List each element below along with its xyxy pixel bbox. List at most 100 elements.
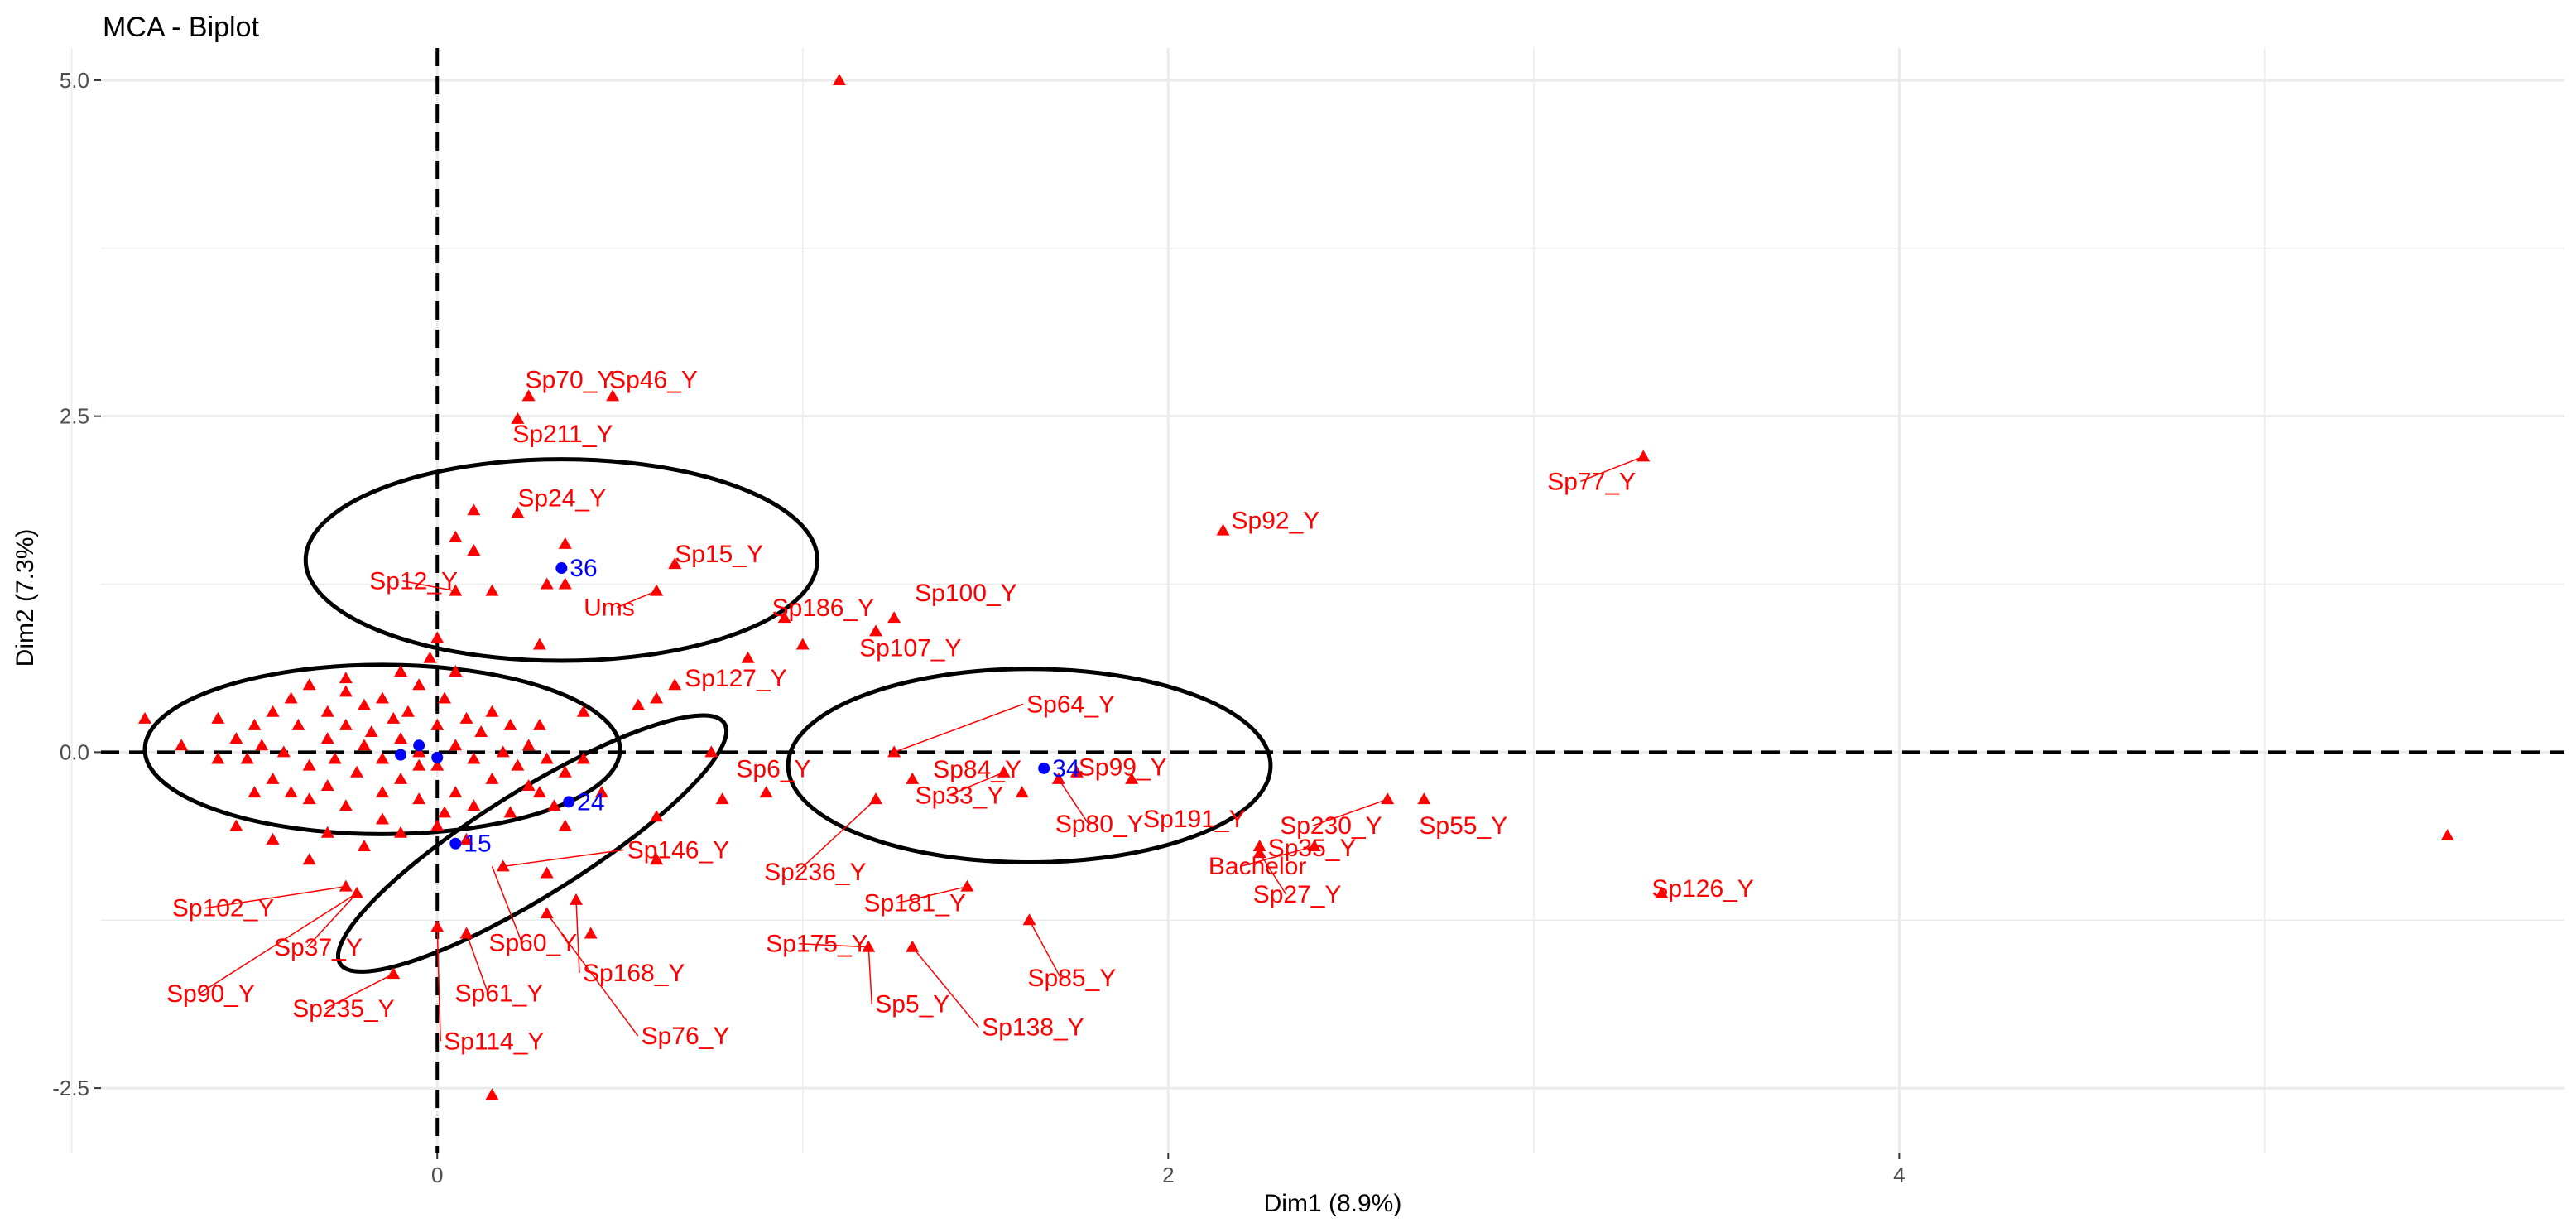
variable-point [887, 611, 901, 624]
variable-point [401, 705, 415, 717]
variable-point [248, 786, 262, 798]
variable-point [1069, 765, 1084, 778]
variable-label: Sp6_Y [736, 755, 810, 782]
variable-point [521, 389, 536, 402]
variable-label: Sp236_Y [764, 859, 866, 886]
variable-point [284, 786, 298, 798]
variable-point [229, 732, 243, 744]
concentration-ellipse [335, 713, 729, 974]
variable-point [485, 705, 499, 717]
label-leader-line [1580, 455, 1644, 483]
variable-label: Sp15_Y [675, 541, 763, 568]
variable-point [211, 752, 225, 764]
variable-point [1381, 792, 1395, 805]
variable-point [521, 739, 536, 751]
variable-point [474, 725, 488, 738]
variable-point [1125, 772, 1139, 784]
variable-point [906, 772, 920, 784]
individual-point [395, 749, 407, 761]
concentration-ellipse [303, 457, 819, 663]
variable-point [412, 792, 426, 805]
reference-lines [101, 48, 2564, 1153]
variable-point [759, 786, 773, 798]
label-leader-line [402, 580, 456, 592]
variable-label: Sp102_Y [172, 895, 274, 922]
variable-point [511, 758, 525, 771]
variable-point [430, 631, 445, 643]
variable-point [255, 739, 269, 751]
variable-point [375, 752, 389, 764]
label-leader-line [199, 893, 358, 994]
variable-point [412, 745, 426, 758]
x-tick-label: 0 [431, 1163, 443, 1187]
variable-point [375, 786, 389, 798]
individual-point [413, 739, 425, 752]
variable-point [547, 799, 561, 811]
variable-point [632, 698, 646, 710]
variable-point [576, 705, 590, 717]
variable-point [394, 665, 408, 677]
individual-label: 36 [570, 555, 597, 582]
variable-point [558, 577, 572, 590]
variable-point [558, 819, 572, 831]
variable-point [521, 778, 536, 791]
variable-point [997, 765, 1011, 778]
variable-point [438, 806, 452, 818]
variable-label: Sp85_Y [1028, 965, 1117, 992]
variable-point [467, 503, 481, 516]
variable-label: Sp127_Y [685, 665, 786, 692]
variable-label: Sp235_Y [292, 995, 394, 1023]
variable-point [137, 711, 151, 724]
individual-label: 34 [1052, 755, 1079, 782]
variable-point [558, 537, 572, 549]
variable-point [1051, 772, 1065, 784]
variable-point [668, 678, 682, 691]
variable-point [394, 732, 408, 744]
variable-point [532, 718, 546, 730]
variable-point [1417, 792, 1431, 805]
individual-label: 15 [464, 831, 491, 858]
variable-label: Sp186_Y [772, 595, 874, 622]
variable-label: Sp84_Y [933, 756, 1021, 783]
variable-label: Sp27_Y [1253, 881, 1342, 908]
variable-point [211, 711, 225, 724]
variable-point [540, 907, 554, 919]
variable-point [540, 866, 554, 879]
variable-point [449, 786, 463, 798]
variable-point [449, 665, 463, 677]
variable-point [650, 584, 664, 596]
variable-point [357, 839, 371, 851]
variable-point [960, 879, 974, 892]
variable-point [832, 73, 846, 85]
variable-label: Sp175_Y [766, 931, 867, 958]
variable-point [339, 672, 353, 684]
variable-point [704, 745, 718, 758]
variable-point [540, 752, 554, 764]
variable-point [496, 859, 510, 872]
label-leader-line [324, 973, 394, 1009]
label-leader-line [1259, 852, 1287, 895]
label-leader-line [491, 866, 523, 943]
variable-point [1216, 523, 1230, 536]
variable-label: Sp146_Y [627, 836, 729, 864]
variable-point [387, 711, 401, 724]
variable-label: Sp46_Y [609, 366, 698, 393]
label-leader-line [575, 899, 580, 973]
variable-point [887, 745, 901, 758]
variable-point [570, 893, 584, 905]
variable-label: Sp76_Y [642, 1023, 730, 1050]
chart-title: MCA - Biplot [103, 12, 259, 43]
variable-point [320, 705, 334, 717]
variable-point [576, 752, 590, 764]
variable-point [302, 792, 316, 805]
variable-point [357, 698, 371, 710]
variable-point [412, 678, 426, 691]
variable-point [266, 705, 280, 717]
variable-point [467, 799, 481, 811]
variable-label: Sp61_Y [455, 980, 544, 1007]
variable-label: Sp191_Y [1143, 806, 1245, 833]
variable-point [906, 940, 920, 952]
variable-point [449, 530, 463, 542]
label-leader-line [896, 885, 968, 904]
